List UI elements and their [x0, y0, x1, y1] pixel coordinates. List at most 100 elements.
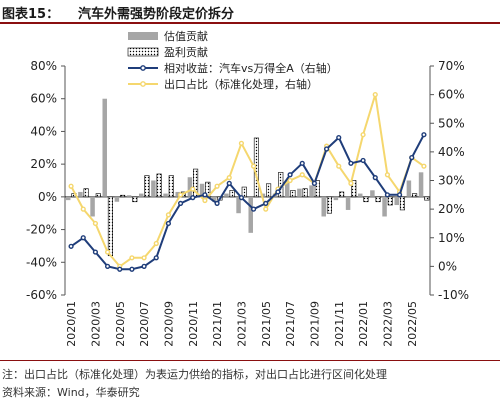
- export-share-point: [104, 249, 111, 255]
- x-tick-label: 2020/07: [138, 301, 151, 347]
- x-tick-label: 2020/11: [187, 301, 200, 347]
- relative-return-point: [238, 195, 245, 201]
- bar-earnings: [168, 175, 174, 198]
- bar-valuation: [309, 185, 314, 197]
- export-share-point: [250, 163, 257, 169]
- left-tick-label: 80%: [30, 59, 57, 73]
- relative-return-point: [92, 249, 99, 255]
- export-share-point: [92, 220, 99, 227]
- bar-valuation: [260, 193, 266, 197]
- bar-valuation: [114, 196, 120, 202]
- right-tick-label: 20%: [438, 202, 465, 216]
- relative-return-point: [165, 220, 172, 227]
- relative-return-point: [214, 200, 220, 206]
- export-share-point: [336, 163, 342, 169]
- relative-return-point: [384, 192, 391, 198]
- right-tick-label: 40%: [438, 145, 465, 159]
- bar-earnings: [120, 194, 126, 198]
- x-tick-label: 2020/09: [162, 301, 175, 347]
- chart: -60% -40% -20% 0% 20% 40% 60% 80% -10% 0% 10% 20% 30…: [26, 29, 469, 347]
- bar-earnings: [241, 186, 247, 198]
- bar-valuation: [126, 195, 132, 197]
- export-share-point: [360, 132, 366, 138]
- bar-earnings: [314, 180, 320, 198]
- bar-valuation: [370, 190, 375, 197]
- bar-valuation: [394, 196, 399, 206]
- bar-earnings: [132, 196, 138, 203]
- bar-earnings: [351, 180, 357, 198]
- bar-valuation: [199, 183, 205, 197]
- legend-label-relative: 相对收益：汽车vs万得全A（右轴）: [164, 61, 338, 75]
- relative-return-point: [263, 200, 269, 206]
- relative-return-point: [141, 263, 147, 269]
- bar-earnings: [290, 190, 296, 198]
- export-share-point: [80, 206, 86, 212]
- export-share-point: [129, 255, 135, 261]
- x-tick-label: 2020/01: [65, 301, 78, 347]
- legend-swatch-valuation: [128, 32, 158, 40]
- relative-return-point: [226, 180, 232, 186]
- bar-valuation: [321, 196, 326, 217]
- relative-return-point: [323, 146, 330, 152]
- relative-return-point: [80, 235, 86, 241]
- x-tick-label: 2022/03: [381, 301, 394, 347]
- bar-valuation: [357, 193, 363, 197]
- legend-label-earnings: 盈利贡献: [164, 45, 208, 59]
- footnote: 注：出口占比（标准化处理）为表运力供给的指标，对出口占比进行区间化处理: [2, 368, 387, 381]
- x-tick-label: 2021/09: [308, 301, 321, 347]
- bar-valuation: [297, 188, 302, 197]
- source-note: 资料来源：Wind，华泰研究: [2, 386, 140, 399]
- figure-title: 汽车外需强势阶段定价拆分: [78, 7, 235, 22]
- left-tick-label: 60%: [30, 92, 57, 106]
- relative-return-point: [190, 195, 196, 201]
- relative-return-point: [409, 155, 415, 161]
- figure-number: 图表15：: [2, 7, 60, 22]
- legend-marker-relative: [140, 65, 146, 71]
- left-tick-label: 20%: [30, 157, 57, 171]
- export-share-point: [165, 212, 172, 218]
- export-share-point: [153, 240, 159, 247]
- relative-return-point: [299, 160, 305, 166]
- export-share-point: [421, 163, 427, 169]
- right-tick-label: -10%: [438, 288, 469, 302]
- bar-earnings: [95, 193, 101, 198]
- bar-valuation: [333, 196, 339, 201]
- x-tick-label: 2021/07: [284, 301, 297, 347]
- export-share-point: [263, 206, 269, 212]
- bar-valuation: [406, 180, 412, 197]
- relative-return-point: [177, 200, 184, 206]
- figure-header: 图表15： 汽车外需强势阶段定价拆分: [0, 0, 500, 26]
- x-tick-label: 2021/01: [211, 301, 224, 347]
- legend-label-valuation: 估值贡献: [164, 29, 208, 43]
- export-share-line: [70, 93, 425, 268]
- bar-earnings: [399, 196, 405, 211]
- bar-valuation: [224, 193, 229, 197]
- bar-valuation: [211, 196, 217, 202]
- bar-valuation: [248, 196, 253, 233]
- export-share-point: [214, 183, 220, 189]
- export-share-point: [226, 175, 232, 181]
- bar-earnings: [375, 196, 381, 203]
- relative-return-point: [129, 266, 135, 272]
- bar-valuation: [90, 196, 95, 217]
- bar-valuation: [418, 172, 424, 197]
- bar-earnings: [156, 173, 162, 198]
- bar-earnings: [412, 193, 418, 198]
- relative-return-point: [250, 206, 257, 212]
- x-tick-label: 2020/03: [89, 301, 102, 347]
- export-share-point: [287, 177, 293, 184]
- bar-earnings: [424, 196, 430, 201]
- x-tick-label: 2021/03: [235, 301, 248, 347]
- relative-return-point: [117, 266, 123, 272]
- bar-valuation: [175, 191, 180, 197]
- right-tick-label: 70%: [438, 59, 465, 73]
- relative-return-point: [372, 175, 378, 181]
- legend-marker-export: [140, 81, 146, 87]
- bar-valuation: [151, 180, 156, 197]
- relative-return-point: [396, 192, 403, 198]
- export-share-point: [384, 172, 391, 178]
- bar-valuation: [284, 180, 290, 197]
- bar-earnings: [83, 188, 89, 198]
- bar-earnings: [363, 196, 369, 203]
- bar-valuation: [163, 193, 168, 197]
